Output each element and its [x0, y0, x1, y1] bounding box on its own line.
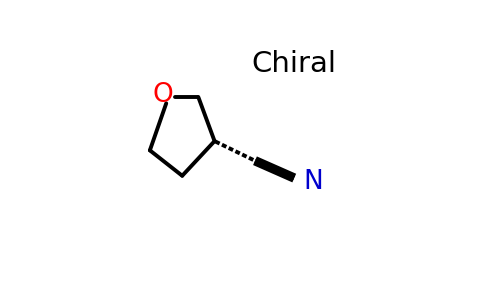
Text: N: N: [303, 169, 323, 195]
Text: Chiral: Chiral: [252, 50, 337, 78]
Text: O: O: [152, 82, 173, 108]
